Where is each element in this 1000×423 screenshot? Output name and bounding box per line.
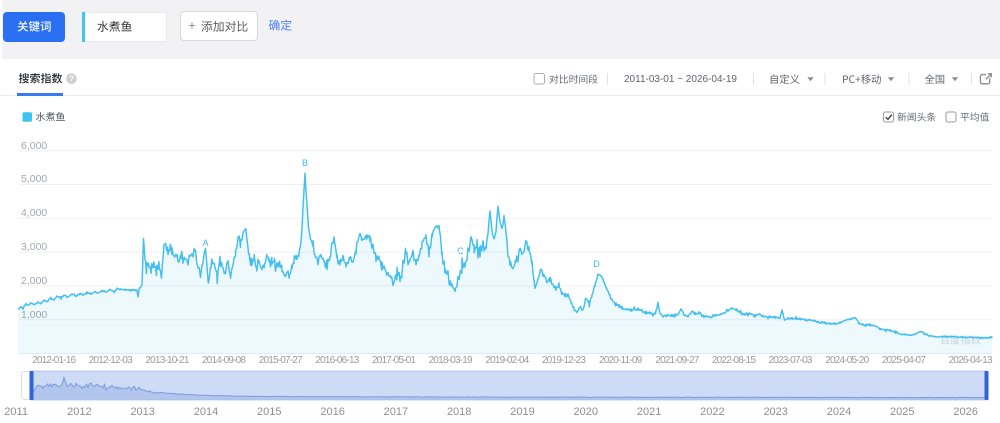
svg-text:?: ? (69, 75, 74, 84)
